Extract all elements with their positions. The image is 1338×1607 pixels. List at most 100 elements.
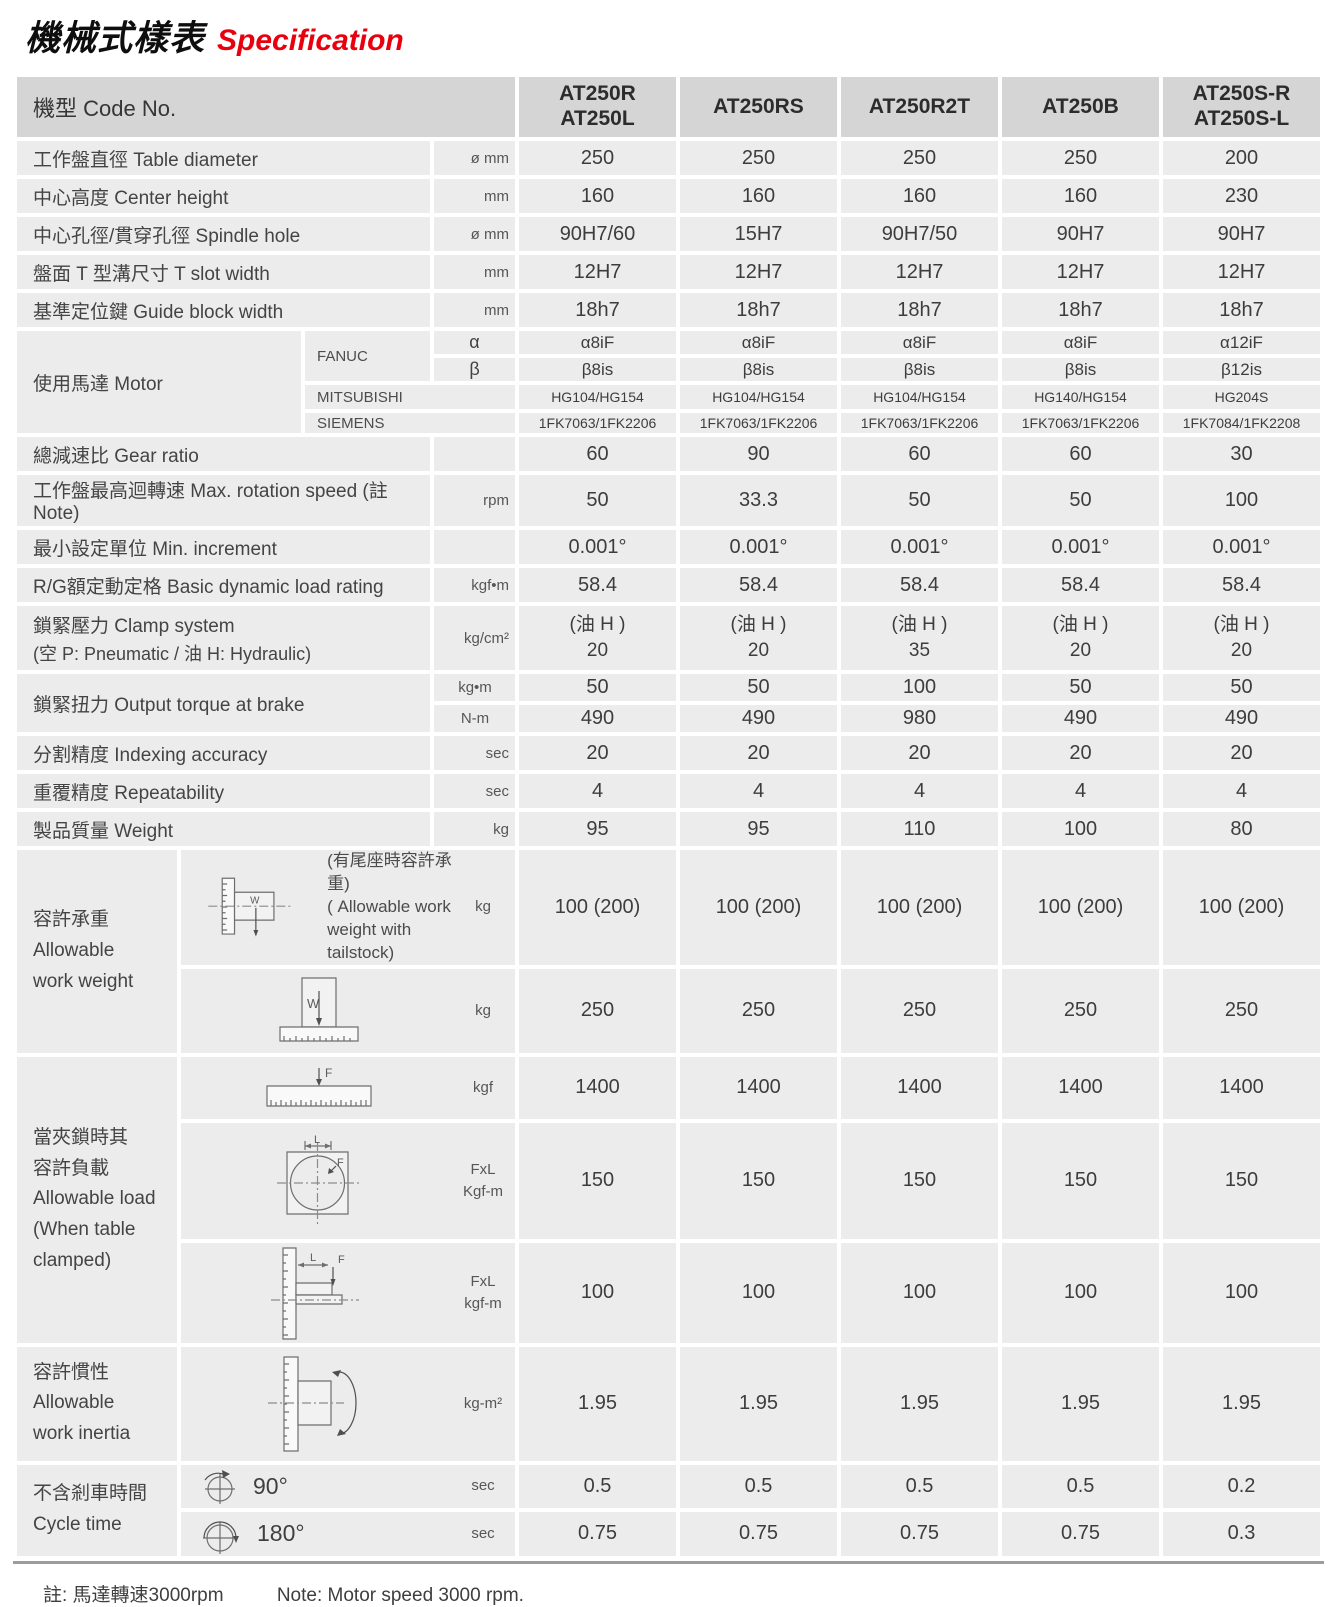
spec-value: 90H7/60	[519, 217, 676, 251]
spec-value: 4	[841, 774, 998, 808]
work-weight-vertical-cell: W kg	[181, 968, 515, 1053]
spec-value: 80	[1163, 812, 1320, 846]
spec-value: 490	[519, 705, 676, 732]
unit-label: kg-m²	[463, 1394, 503, 1412]
beta-symbol: β	[434, 358, 515, 381]
unit-label: kg/cm²	[434, 606, 515, 670]
unit-label: kg•m	[434, 674, 515, 701]
spec-value: 1.95	[841, 1346, 998, 1461]
spec-value: 250	[680, 968, 837, 1053]
unit-label: rpm	[434, 475, 515, 526]
spec-value: 250	[519, 968, 676, 1053]
clamp-label: 鎖緊壓力 Clamp system (空 P: Pneumatic / 油 H:…	[17, 606, 430, 670]
spec-value: β8is	[680, 358, 837, 381]
work-inertia-icon	[261, 1354, 376, 1454]
spec-value: 20	[1002, 736, 1159, 770]
spec-value: 95	[519, 812, 676, 846]
spec-value: 0.75	[1002, 1511, 1159, 1556]
table-row-load-overhang: L F FxL kgf-m 100 100 100 100 100	[17, 1242, 1320, 1343]
spec-value: 18h7	[1002, 293, 1159, 327]
spec-value: HG104/HG154	[680, 385, 837, 409]
spec-value: 250	[680, 141, 837, 175]
spec-value: 100 (200)	[1002, 850, 1159, 965]
spec-value: 1FK7063/1FK2206	[680, 413, 837, 433]
table-row-motor-mitsubishi: MITSUBISHI HG104/HG154 HG104/HG154 HG104…	[17, 385, 1320, 409]
spec-value: 0.5	[841, 1464, 998, 1508]
spec-value: 250	[1002, 141, 1159, 175]
clamp-label-line2: (空 P: Pneumatic / 油 H: Hydraulic)	[33, 643, 312, 664]
svg-text:F: F	[325, 1066, 332, 1080]
tailstock-note: (有尾座時容許承重) ( Allowable work weight with …	[327, 851, 452, 962]
page-title: 機械式樣表 Specification	[25, 10, 1338, 61]
unit-label: sec	[434, 774, 515, 808]
table-row: 中心孔徑/貫穿孔徑 Spindle hole ø mm 90H7/60 15H7…	[17, 217, 1320, 251]
spec-value: HG104/HG154	[841, 385, 998, 409]
spec-value: β8is	[1002, 358, 1159, 381]
spec-value: 0.001°	[680, 530, 837, 564]
spec-value: (油 H ) 20	[680, 606, 837, 670]
spec-value: 12H7	[1002, 255, 1159, 289]
table-bottom-divider	[13, 1560, 1324, 1564]
spec-value: 250	[519, 141, 676, 175]
spec-value: 0.75	[841, 1511, 998, 1556]
cycle-time-label: 不含剎車時間 Cycle time	[17, 1464, 177, 1556]
unit-label: kg	[434, 812, 515, 846]
spec-value: 150	[680, 1122, 837, 1239]
spec-value: 20	[1163, 736, 1320, 770]
spec-value: 0.5	[1002, 1464, 1159, 1508]
table-row-load-axial: 當夾鎖時其 容許負載 Allowable load (When table cl…	[17, 1056, 1320, 1343]
rotation-180-icon	[195, 1512, 239, 1556]
spec-value: 160	[680, 179, 837, 213]
spec-value: 1FK7084/1FK2208	[1163, 413, 1320, 433]
spec-value: 50	[1002, 674, 1159, 701]
unit-label	[434, 530, 515, 564]
spec-value: 4	[1163, 774, 1320, 808]
spec-value: 12H7	[841, 255, 998, 289]
spec-value: 0.001°	[1163, 530, 1320, 564]
spec-value: 12H7	[680, 255, 837, 289]
spec-value: 50	[841, 475, 998, 526]
row-label: 基準定位鍵 Guide block width	[17, 293, 430, 327]
spec-value: 100 (200)	[1163, 850, 1320, 965]
spec-value: 160	[1002, 179, 1159, 213]
overhang-moment-icon: L F	[266, 1243, 371, 1343]
spec-value: 150	[519, 1122, 676, 1239]
spec-value: 20	[680, 736, 837, 770]
table-row: 最小設定單位 Min. increment 0.001° 0.001° 0.00…	[17, 530, 1320, 564]
inertia-label: 容許慣性 Allowable work inertia	[17, 1346, 177, 1461]
tailstock-work-weight-icon: W	[205, 868, 305, 937]
spec-value: 110	[841, 812, 998, 846]
row-label: 總減速比 Gear ratio	[17, 437, 430, 471]
motor-brand-mitsubishi: MITSUBISHI	[305, 385, 515, 409]
table-row: 分割精度 Indexing accuracy sec 20 20 20 20 2…	[17, 736, 1320, 770]
spec-value: 1.95	[1002, 1346, 1159, 1461]
title-en: Specification	[217, 24, 404, 57]
work-weight-tailstock-cell: W (有尾座時容許承重) ( Allowable work weight wit…	[181, 850, 515, 965]
spec-value: 100 (200)	[680, 850, 837, 965]
spec-value: 60	[841, 437, 998, 471]
table-row-motor-alpha: 使用馬達 Motor FANUC α α8iF α8iF α8iF α8iF α…	[17, 331, 1320, 433]
allowable-load-label: 當夾鎖時其 容許負載 Allowable load (When table cl…	[17, 1056, 177, 1343]
spec-value: 0.5	[680, 1464, 837, 1508]
spec-value: 100	[519, 1242, 676, 1343]
spec-value: 1400	[519, 1056, 676, 1119]
svg-text:L: L	[310, 1252, 316, 1264]
load-radial-cell: L F FxL Kgf-m	[181, 1122, 515, 1239]
spec-value: 0.001°	[1002, 530, 1159, 564]
spec-value: HG204S	[1163, 385, 1320, 409]
spec-value: 980	[841, 705, 998, 732]
spec-value: 90	[680, 437, 837, 471]
radial-moment-icon: L F	[274, 1134, 362, 1229]
code-no-header: 機型 Code No.	[17, 77, 515, 137]
table-row: 盤面 T 型溝尺寸 T slot width mm 12H7 12H7 12H7…	[17, 255, 1320, 289]
model-header: AT250R AT250L	[519, 77, 676, 137]
spec-value: 250	[1163, 968, 1320, 1053]
spec-value: 100	[680, 1242, 837, 1343]
spec-value: 1400	[841, 1056, 998, 1119]
spec-value: α12iF	[1163, 331, 1320, 354]
table-row-torque: 鎖緊扭力 Output torque at brake kg•m 50 50 1…	[17, 674, 1320, 732]
table-row-inertia: 容許慣性 Allowable work inertia	[17, 1346, 1320, 1461]
unit-label: kgf	[472, 1078, 493, 1096]
table-row-cycle-180: 180° sec 0.75 0.75 0.75 0.75 0.3	[17, 1511, 1320, 1556]
spec-value: 58.4	[1163, 568, 1320, 602]
